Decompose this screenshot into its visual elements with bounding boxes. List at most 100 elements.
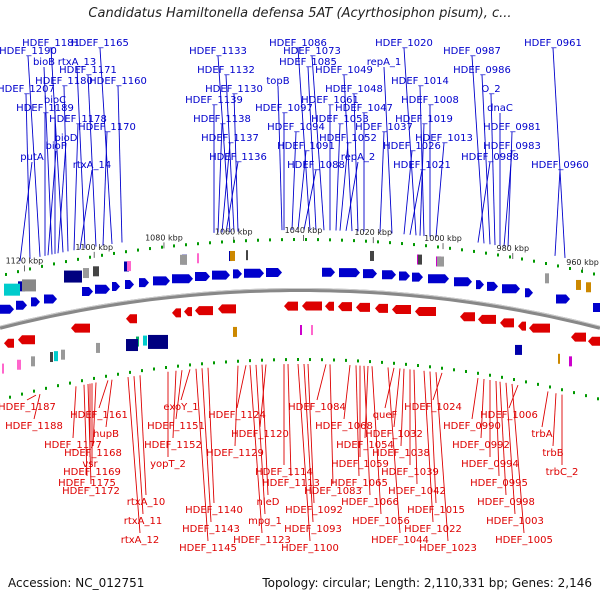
gene-label[interactable]: exoY_1 <box>163 402 198 413</box>
gene-label[interactable]: HDEF_1092 <box>285 505 343 516</box>
gene-label[interactable]: HDEF_1139 <box>185 95 243 106</box>
gene-label[interactable]: HDEF_1171 <box>59 65 117 76</box>
gene-label[interactable]: HDEF_1083 <box>304 486 362 497</box>
gene-label[interactable]: HDEF_1054 <box>336 440 394 451</box>
gene-label[interactable]: HDEF_1021 <box>393 160 451 171</box>
gene-label[interactable]: HDEF_1130 <box>205 84 263 95</box>
gene-labels[interactable]: HDEF_1181 bioB HDEF_1180 bioC HDEF_1178 bioD p… <box>0 38 589 554</box>
gene-label[interactable]: HDEF_1015 <box>407 505 465 516</box>
gene-label[interactable]: HDEF_1068 <box>315 421 373 432</box>
gene-label[interactable]: HDEF_1120 <box>231 429 289 440</box>
gene-label[interactable]: HDEF_1014 <box>391 76 449 87</box>
gene-label[interactable]: HDEF_1008 <box>401 95 459 106</box>
gene-label[interactable]: HDEF_1132 <box>197 65 255 76</box>
gene-label[interactable]: repA_2 <box>341 152 376 163</box>
gene-label[interactable]: HDEF_1189 <box>16 103 74 114</box>
gene-label[interactable]: HDEF_1084 <box>288 402 346 413</box>
gene-label[interactable]: HDEF_1005 <box>495 535 553 546</box>
gene-label[interactable]: HDEF_1187 <box>0 402 56 413</box>
gene-label[interactable]: rtxA_12 <box>121 535 160 546</box>
gene-label[interactable]: HDEF_1088 <box>287 160 345 171</box>
gene-label[interactable]: HDEF_1168 <box>64 448 122 459</box>
gene-label[interactable]: dnaC <box>487 103 513 114</box>
gene-label[interactable]: HDEF_1044 <box>371 535 429 546</box>
gene-label[interactable]: HDEF_0995 <box>470 478 528 489</box>
gene-label[interactable]: HDEF_0990 <box>443 421 501 432</box>
gene-label[interactable]: HDEF_1100 <box>281 543 339 554</box>
gene-label[interactable]: rtxA_13 <box>58 57 97 68</box>
gene-label[interactable]: HDEF_1151 <box>147 421 205 432</box>
gene-label[interactable]: HDEF_1207 <box>0 84 55 95</box>
gene-label[interactable]: HDEF_0986 <box>453 65 511 76</box>
gene-label[interactable]: HDEF_1037 <box>355 122 413 133</box>
gene-label[interactable]: HDEF_1091 <box>277 141 335 152</box>
gene-label[interactable]: HDEF_1180 <box>35 76 93 87</box>
gene-label[interactable]: HDEF_1143 <box>182 524 240 535</box>
gene-features[interactable] <box>0 250 600 374</box>
gene-label[interactable]: HDEF_1086 <box>269 38 327 49</box>
gene-label[interactable]: HDEF_0987 <box>443 46 501 57</box>
gene-label[interactable]: HDEF_0998 <box>477 497 535 508</box>
gene-label[interactable]: HDEF_0960 <box>531 160 589 171</box>
gene-label[interactable]: repA_1 <box>367 57 402 68</box>
gene-label[interactable]: HDEF_1169 <box>63 467 121 478</box>
gene-label[interactable]: bioD <box>55 133 78 144</box>
gene-label[interactable]: HDEF_1026 <box>383 141 441 152</box>
gene-label[interactable]: nleD <box>257 497 280 508</box>
gene-label[interactable]: HDEF_1093 <box>284 524 342 535</box>
gene-label[interactable]: HDEF_1061 <box>301 95 359 106</box>
gene-label[interactable]: HDEF_1145 <box>179 543 237 554</box>
gene-label[interactable]: bioB <box>33 57 55 68</box>
gene-label[interactable]: HDEF_1160 <box>89 76 147 87</box>
gene-label[interactable]: HDEF_1123 <box>233 535 291 546</box>
gene-label[interactable]: HDEF_1114 <box>255 467 313 478</box>
gene-label[interactable]: rtxA_14 <box>73 160 112 171</box>
gene-label[interactable]: HDEF_1059 <box>331 459 389 470</box>
gene-label[interactable]: HDEF_1178 <box>49 114 107 125</box>
gene-label[interactable]: HDEF_0961 <box>524 38 582 49</box>
gene-label[interactable]: HDEF_0994 <box>461 459 519 470</box>
gene-label[interactable]: trbA <box>531 429 552 440</box>
gene-label[interactable]: HDEF_1152 <box>144 440 202 451</box>
gene-label[interactable]: HDEF_1056 <box>352 516 410 527</box>
gene-label[interactable]: O_2 <box>481 84 500 95</box>
gene-label[interactable]: rtxA_11 <box>124 516 163 527</box>
gene-label[interactable]: bioC <box>44 95 66 106</box>
gene-label[interactable]: HDEF_1023 <box>419 543 477 554</box>
gene-label[interactable]: HDEF_1013 <box>415 133 473 144</box>
gene-label[interactable]: HDEF_1020 <box>375 38 433 49</box>
gene-label[interactable]: HDEF_1181 <box>22 38 80 49</box>
gene-label[interactable]: HDEF_1019 <box>395 114 453 125</box>
gene-label[interactable]: HDEF_1006 <box>480 410 538 421</box>
gene-label[interactable]: HDEF_1140 <box>185 505 243 516</box>
gene-label[interactable]: HDEF_1161 <box>70 410 128 421</box>
gene-label[interactable]: HDEF_0981 <box>483 122 541 133</box>
gene-label[interactable]: HDEF_1113 <box>262 478 320 489</box>
gene-label[interactable]: queF <box>373 410 398 421</box>
gene-label[interactable]: HDEF_0983 <box>483 141 541 152</box>
gene-label[interactable]: mpg_1 <box>248 516 282 527</box>
gene-label[interactable]: HDEF_1047 <box>335 103 393 114</box>
gene-label[interactable]: HDEF_1073 <box>283 46 341 57</box>
gene-label[interactable]: rtxA_10 <box>127 497 166 508</box>
gene-label[interactable]: HDEF_1172 <box>62 486 120 497</box>
gene-label[interactable]: HDEF_1085 <box>279 57 337 68</box>
gene-label[interactable]: HDEF_1124 <box>208 410 266 421</box>
gene-label[interactable]: bioF <box>46 141 67 152</box>
gene-label[interactable]: HDEF_1032 <box>365 429 423 440</box>
gene-label[interactable]: HDEF_1188 <box>5 421 63 432</box>
gene-label[interactable]: HDEF_1097 <box>255 103 313 114</box>
gene-label[interactable]: HDEF_1175 <box>58 478 116 489</box>
gene-label[interactable]: HDEF_1133 <box>189 46 247 57</box>
gene-label[interactable]: HDEF_1137 <box>201 133 259 144</box>
gene-label[interactable]: HDEF_1038 <box>372 448 430 459</box>
gene-label[interactable]: yopT_2 <box>150 459 186 470</box>
gene-label[interactable]: HDEF_1049 <box>315 65 373 76</box>
gene-label[interactable]: HDEF_1024 <box>404 402 462 413</box>
gene-label[interactable]: topB <box>266 76 289 87</box>
gene-label[interactable]: HDEF_1052 <box>319 133 377 144</box>
gene-label[interactable]: HDEF_1129 <box>206 448 264 459</box>
gene-label[interactable]: HDEF_0992 <box>452 440 510 451</box>
gene-label[interactable]: HDEF_1170 <box>78 122 136 133</box>
gene-label[interactable]: HDEF_1039 <box>381 467 439 478</box>
